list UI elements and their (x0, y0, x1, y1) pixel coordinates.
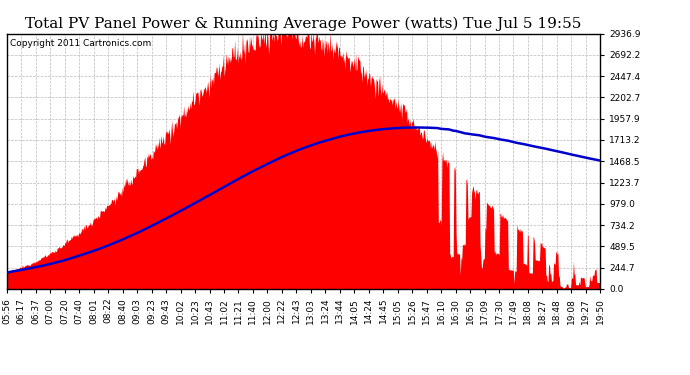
Text: Copyright 2011 Cartronics.com: Copyright 2011 Cartronics.com (10, 39, 151, 48)
Title: Total PV Panel Power & Running Average Power (watts) Tue Jul 5 19:55: Total PV Panel Power & Running Average P… (26, 17, 582, 31)
